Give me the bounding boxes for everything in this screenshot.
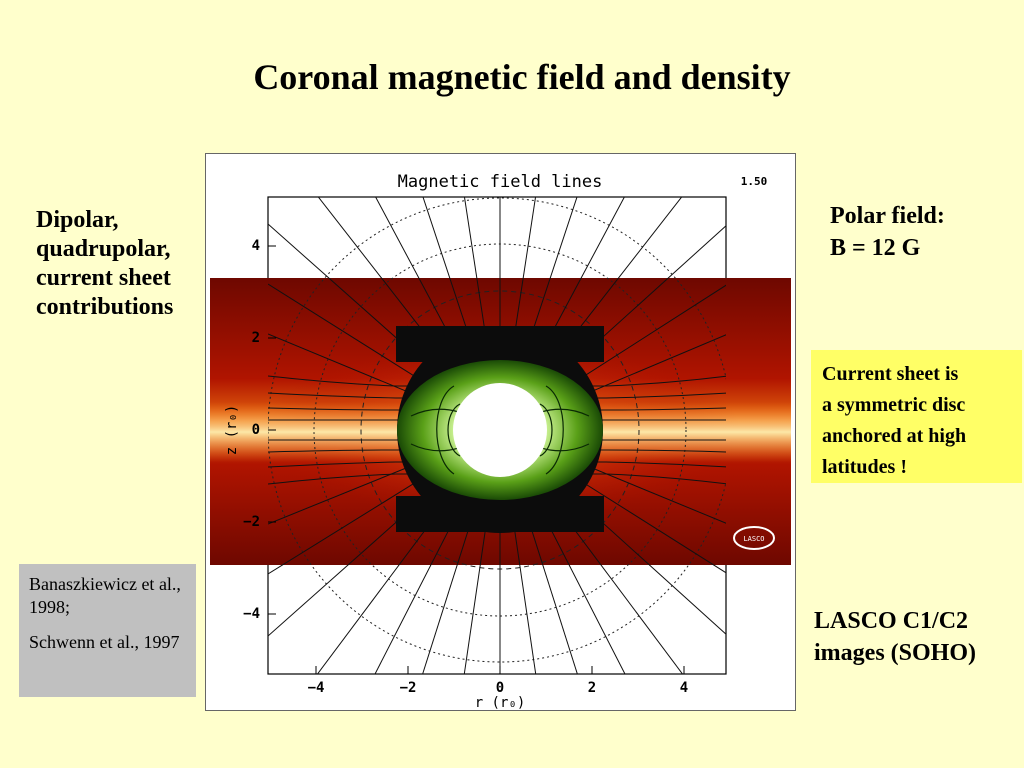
field-lines-plot: LASCO Magnetic field lines 1.50 −4 −2 0 … (210, 172, 791, 710)
lasco-caption: LASCO C1/C2 images (SOHO) (814, 605, 976, 669)
references-box: Banaszkiewicz et al., 1998; Schwenn et a… (19, 564, 196, 697)
x-tick-label: −2 (400, 680, 417, 696)
y-tick-label: 0 (252, 422, 260, 438)
current-sheet-callout: Current sheet is a symmetric disc anchor… (811, 350, 1022, 483)
reference-item: Banaszkiewicz et al., 1998; (29, 574, 181, 617)
x-axis-label: r (r₀) (475, 695, 526, 710)
x-tick-label: 0 (496, 680, 504, 696)
field-contributions-line: contributions (36, 294, 174, 320)
polar-field-text: Polar field: B = 12 G (830, 200, 945, 264)
solar-disk (453, 383, 547, 477)
lasco-caption-line: LASCO C1/C2 (814, 608, 969, 634)
callout-line: a symmetric disc (822, 394, 966, 416)
x-tick-label: 4 (680, 680, 688, 696)
callout-line: latitudes ! (822, 456, 907, 478)
field-contributions-text: Dipolar, quadrupolar, current sheet cont… (36, 206, 173, 322)
field-contributions-line: current sheet (36, 265, 171, 291)
y-tick-label: 4 (252, 238, 260, 254)
field-contributions-line: quadrupolar, (36, 236, 171, 262)
magnetic-field-figure: LASCO Magnetic field lines 1.50 −4 −2 0 … (205, 153, 796, 711)
lasco-caption-line: images (SOHO) (814, 640, 976, 666)
plot-corner-label: 1.50 (741, 175, 768, 188)
y-tick-label: −2 (243, 514, 260, 530)
lasco-logo: LASCO (733, 526, 775, 550)
occulter-top (396, 326, 604, 362)
polar-field-label: Polar field: (830, 203, 945, 229)
y-axis-label: z (r₀) (224, 405, 240, 456)
x-tick-label: −4 (308, 680, 325, 696)
polar-field-value: B = 12 G (830, 235, 921, 261)
slide-title: Coronal magnetic field and density (253, 57, 791, 97)
field-contributions-line: Dipolar, (36, 207, 119, 233)
x-tick-label: 2 (588, 680, 596, 696)
y-tick-label: 2 (252, 330, 260, 346)
lasco-logo-text: LASCO (743, 535, 764, 543)
axis-ticks (268, 245, 685, 674)
callout-line: Current sheet is (822, 363, 959, 385)
reference-item: Schwenn et al., 1997 (29, 632, 180, 652)
plot-title: Magnetic field lines (398, 172, 603, 192)
y-tick-label: −4 (243, 606, 260, 622)
callout-line: anchored at high (822, 425, 967, 447)
occulter-bottom (396, 496, 604, 532)
